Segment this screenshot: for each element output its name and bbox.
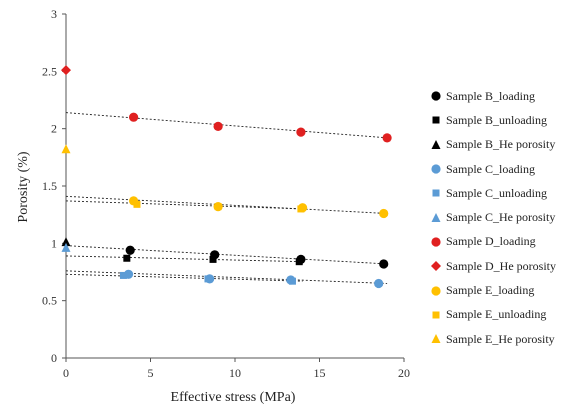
x-tick-label: 5	[148, 366, 154, 380]
trendline	[65, 270, 388, 284]
trendline	[65, 112, 388, 139]
data-point	[213, 121, 223, 131]
x-tick-label: 10	[229, 366, 241, 380]
data-point	[204, 275, 212, 283]
legend-label: Sample B_He porosity	[446, 137, 556, 152]
data-point	[61, 144, 71, 154]
square-marker-icon	[432, 116, 440, 124]
triangle-marker-icon	[431, 334, 441, 344]
triangle-marker-icon	[431, 212, 441, 222]
axes: 0 0.5 1 1.5 2 2.5 3 0 5 10 15 20	[42, 7, 410, 380]
trendline	[65, 195, 388, 214]
data-point	[129, 112, 139, 122]
legend-marker-shape	[431, 212, 441, 222]
data-point	[125, 245, 135, 255]
legend-label: Sample E_unloading	[446, 307, 547, 322]
y-tick-label: 2	[51, 122, 57, 136]
triangle-marker-icon	[431, 139, 441, 149]
legend-marker-shape	[432, 311, 440, 319]
data-point	[123, 254, 131, 262]
square-marker-icon	[432, 311, 440, 319]
trendline	[65, 200, 303, 210]
y-tick-label: 3	[51, 7, 57, 21]
x-axis-title: Effective stress (MPa)	[171, 390, 296, 405]
legend-label: Sample C_unloading	[446, 185, 547, 200]
y-tick-label: 2.5	[42, 64, 57, 78]
legend-item: Sample C_He porosity	[430, 205, 556, 229]
legend-label: Sample C_He porosity	[446, 210, 556, 225]
data-point	[288, 277, 296, 285]
legend: Sample B_loading Sample B_unloading Sample…	[430, 84, 556, 351]
legend-item: Sample B_loading	[430, 84, 556, 108]
y-axis-title: Porosity (%)	[16, 151, 31, 223]
legend-label: Sample E_He porosity	[446, 331, 555, 346]
legend-label: Sample E_loading	[446, 283, 535, 298]
circle-marker-icon	[431, 237, 441, 247]
legend-marker-shape	[431, 261, 441, 272]
circle-marker-icon	[431, 91, 441, 101]
diamond-marker-icon	[431, 261, 441, 272]
data-point	[295, 258, 303, 266]
data-points	[61, 65, 392, 289]
legend-item: Sample C_loading	[430, 157, 556, 181]
legend-marker-shape	[431, 285, 441, 296]
legend-item: Sample D_loading	[430, 230, 556, 254]
data-point	[214, 203, 222, 211]
y-tick-label: 0	[51, 351, 57, 365]
circle-marker-icon	[431, 164, 441, 174]
trendline	[65, 273, 303, 282]
legend-marker-shape	[431, 164, 441, 174]
legend-label: Sample B_loading	[446, 88, 535, 103]
legend-label: Sample B_unloading	[446, 112, 547, 127]
legend-marker-shape	[431, 91, 441, 101]
legend-marker-shape	[432, 116, 440, 124]
circle-marker-icon	[431, 285, 441, 296]
legend-marker-shape	[432, 189, 440, 197]
legend-label: Sample C_loading	[446, 161, 535, 176]
legend-item: Sample D_He porosity	[430, 254, 556, 278]
legend-marker-shape	[431, 139, 441, 149]
y-tick-label: 0.5	[42, 294, 57, 308]
legend-item: Sample E_loading	[430, 278, 556, 302]
trendlines	[65, 112, 388, 284]
data-point	[61, 242, 71, 252]
legend-label: Sample D_He porosity	[446, 258, 556, 273]
y-tick-label: 1.5	[42, 179, 57, 193]
data-point	[374, 278, 384, 289]
legend-item: Sample B_He porosity	[430, 133, 556, 157]
legend-label: Sample D_loading	[446, 234, 536, 249]
data-point	[382, 133, 392, 143]
data-point	[133, 200, 141, 208]
data-point	[61, 65, 71, 76]
legend-marker-shape	[431, 237, 441, 247]
square-marker-icon	[432, 189, 440, 197]
data-point	[379, 208, 389, 219]
data-point	[379, 259, 389, 269]
data-point	[119, 271, 127, 279]
x-tick-label: 20	[398, 366, 410, 380]
legend-item: Sample C_unloading	[430, 181, 556, 205]
x-tick-label: 0	[63, 366, 69, 380]
data-point	[209, 255, 217, 263]
y-tick-label: 1	[51, 236, 57, 250]
legend-item: Sample E_unloading	[430, 303, 556, 327]
x-tick-label: 15	[314, 366, 326, 380]
data-point	[61, 237, 71, 247]
trendline	[65, 255, 303, 263]
trendline	[65, 245, 388, 265]
legend-item: Sample B_unloading	[430, 108, 556, 132]
data-point	[296, 127, 306, 137]
data-point	[297, 205, 305, 213]
legend-marker-shape	[431, 334, 441, 344]
legend-item: Sample E_He porosity	[430, 327, 556, 351]
